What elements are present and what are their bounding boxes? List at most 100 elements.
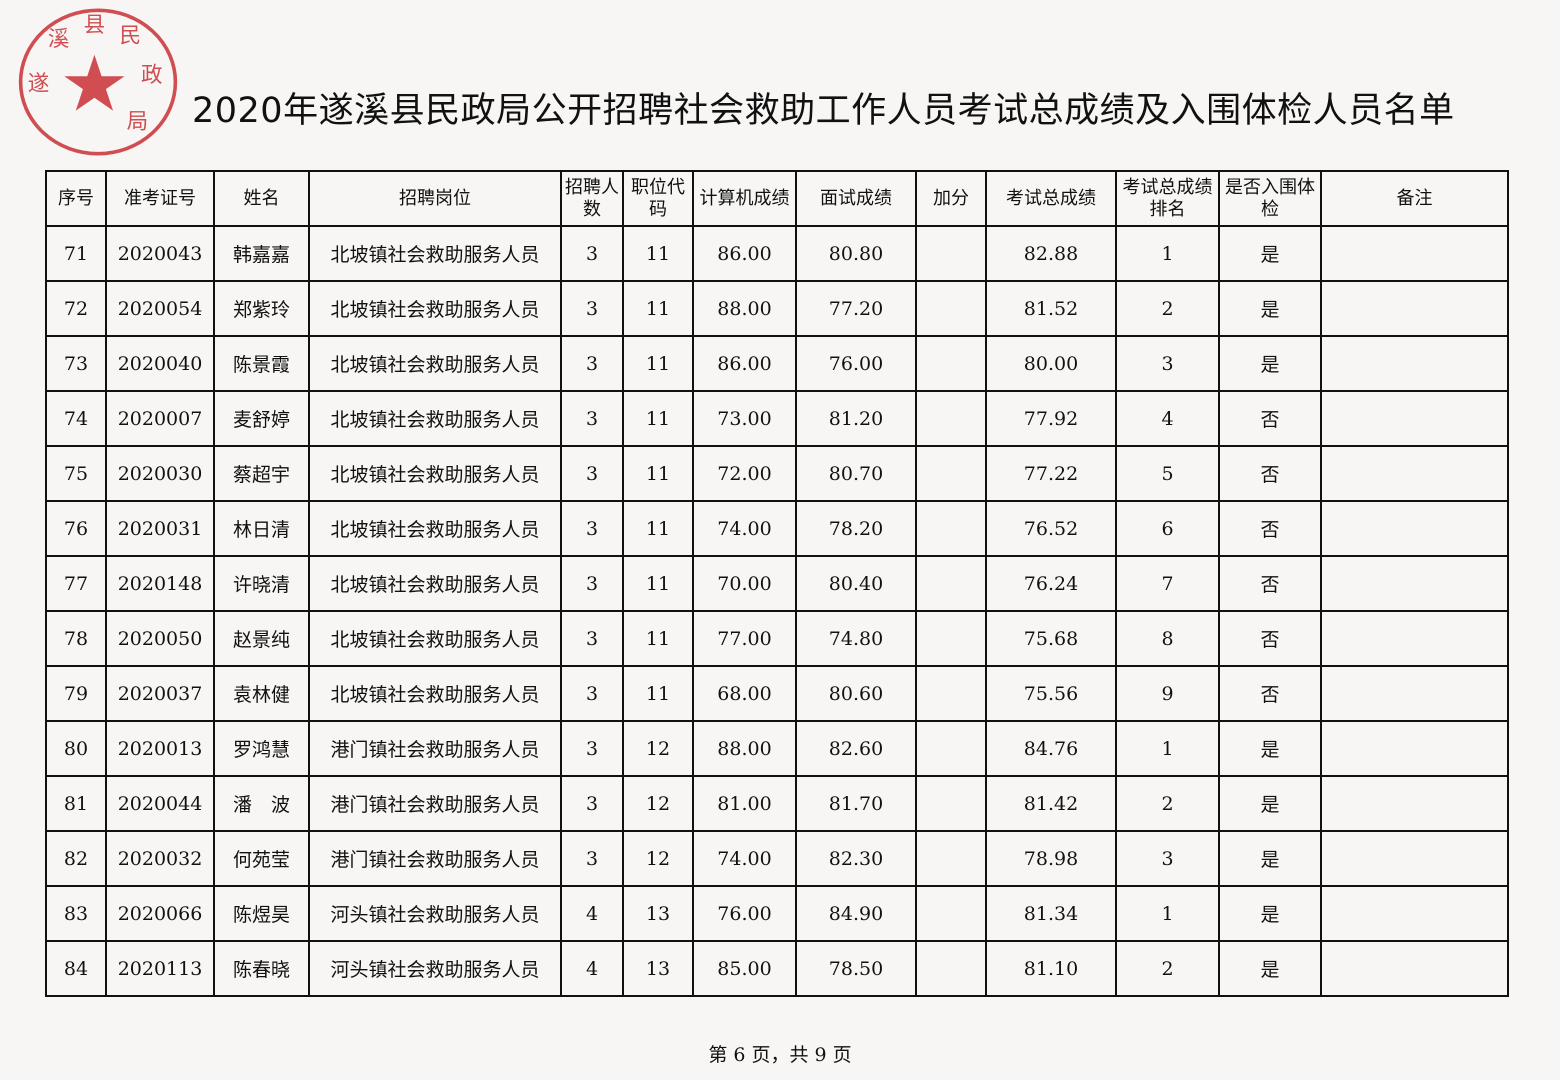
table-cell [1320,720,1509,777]
table-row: 74 2020007 麦舒婷 北坡镇社会救助服务人员 3 11 73.00 81.20 77.9… [45,390,1509,447]
column-header: 准考证号 [105,170,215,227]
table-cell: 81.10 [985,940,1117,997]
column-header: 考试总成绩 [985,170,1117,227]
table-cell: 68.00 [692,665,797,722]
table-cell: 83 [45,885,107,942]
table-cell: 北坡镇社会救助服务人员 [308,610,562,667]
table-cell: 港门镇社会救助服务人员 [308,720,562,777]
column-header: 序号 [45,170,107,227]
table-cell: 80 [45,720,107,777]
column-header: 招聘人数 [560,170,624,227]
table-cell: 3 [1115,335,1220,392]
table-cell: 3 [560,390,624,447]
table-cell [1320,940,1509,997]
table-cell: 3 [560,225,624,282]
table-cell: 13 [622,940,694,997]
table-cell: 麦舒婷 [213,390,310,447]
table-cell: 88.00 [692,280,797,337]
table-row: 78 2020050 赵景纯 北坡镇社会救助服务人员 3 11 77.00 74.80 75.6… [45,610,1509,667]
table-cell: 76 [45,500,107,557]
table-cell: 是 [1218,720,1322,777]
table-cell: 是 [1218,885,1322,942]
table-row: 76 2020031 林日清 北坡镇社会救助服务人员 3 11 74.00 78.20 76.5… [45,500,1509,557]
table-cell: 80.60 [795,665,917,722]
table-cell: 许晓清 [213,555,310,612]
table-cell: 81.52 [985,280,1117,337]
table-cell: 1 [1115,225,1220,282]
table-cell [915,500,987,557]
table-cell: 12 [622,720,694,777]
table-cell: 74.80 [795,610,917,667]
column-header: 招聘岗位 [308,170,562,227]
table-cell: 韩嘉嘉 [213,225,310,282]
table-cell: 北坡镇社会救助服务人员 [308,335,562,392]
table-cell: 3 [560,555,624,612]
table-cell: 北坡镇社会救助服务人员 [308,555,562,612]
table-cell: 73 [45,335,107,392]
table-cell: 77 [45,555,107,612]
table-cell: 5 [1115,445,1220,502]
table-cell [1320,280,1509,337]
table-cell [915,830,987,887]
table-cell: 11 [622,335,694,392]
table-cell [1320,775,1509,832]
table-cell: 3 [1115,830,1220,887]
table-cell: 3 [560,830,624,887]
table-cell: 是 [1218,775,1322,832]
table-cell: 85.00 [692,940,797,997]
table-cell [915,555,987,612]
table-cell: 75.68 [985,610,1117,667]
table-cell: 81.42 [985,775,1117,832]
column-header: 职位代码 [622,170,694,227]
table-cell: 4 [560,885,624,942]
table-cell: 2020032 [105,830,215,887]
table-cell: 78.20 [795,500,917,557]
table-cell: 北坡镇社会救助服务人员 [308,280,562,337]
table-cell [1320,665,1509,722]
table-cell: 11 [622,665,694,722]
column-header: 面试成绩 [795,170,917,227]
table-row: 84 2020113 陈春晓 河头镇社会救助服务人员 4 13 85.00 78.50 81.1… [45,940,1509,997]
table-row: 73 2020040 陈景霞 北坡镇社会救助服务人员 3 11 86.00 76.00 80.0… [45,335,1509,392]
table-cell [915,665,987,722]
table-cell: 北坡镇社会救助服务人员 [308,445,562,502]
table-cell: 13 [622,885,694,942]
table-cell [915,445,987,502]
table-cell: 81.34 [985,885,1117,942]
table-cell: 12 [622,830,694,887]
table-cell: 78.50 [795,940,917,997]
table-cell: 2020037 [105,665,215,722]
table-cell: 北坡镇社会救助服务人员 [308,390,562,447]
table-cell: 赵景纯 [213,610,310,667]
table-cell [915,720,987,777]
table-cell: 82.88 [985,225,1117,282]
column-header: 计算机成绩 [692,170,797,227]
table-cell: 北坡镇社会救助服务人员 [308,500,562,557]
table-cell: 否 [1218,390,1322,447]
table-cell: 76.52 [985,500,1117,557]
table-cell: 是 [1218,225,1322,282]
svg-text:遂: 遂 [28,72,50,97]
column-header: 姓名 [213,170,310,227]
table-cell: 否 [1218,610,1322,667]
table-cell: 陈煜昊 [213,885,310,942]
table-cell [915,225,987,282]
table-cell [1320,610,1509,667]
table-cell: 是 [1218,940,1322,997]
table-cell [1320,335,1509,392]
table-row: 80 2020013 罗鸿慧 港门镇社会救助服务人员 3 12 88.00 82.60 84.7… [45,720,1509,777]
table-cell: 71 [45,225,107,282]
table-cell: 否 [1218,500,1322,557]
table-cell: 4 [560,940,624,997]
table-cell [1320,445,1509,502]
table-cell: 75 [45,445,107,502]
column-header: 加分 [915,170,987,227]
table-cell: 84 [45,940,107,997]
table-cell: 77.20 [795,280,917,337]
table-cell: 11 [622,390,694,447]
table-cell: 11 [622,610,694,667]
table-cell: 是 [1218,335,1322,392]
svg-text:溪: 溪 [48,27,70,52]
official-seal: 遂 溪 县 民 政 局 [18,8,178,156]
table-cell: 2020113 [105,940,215,997]
